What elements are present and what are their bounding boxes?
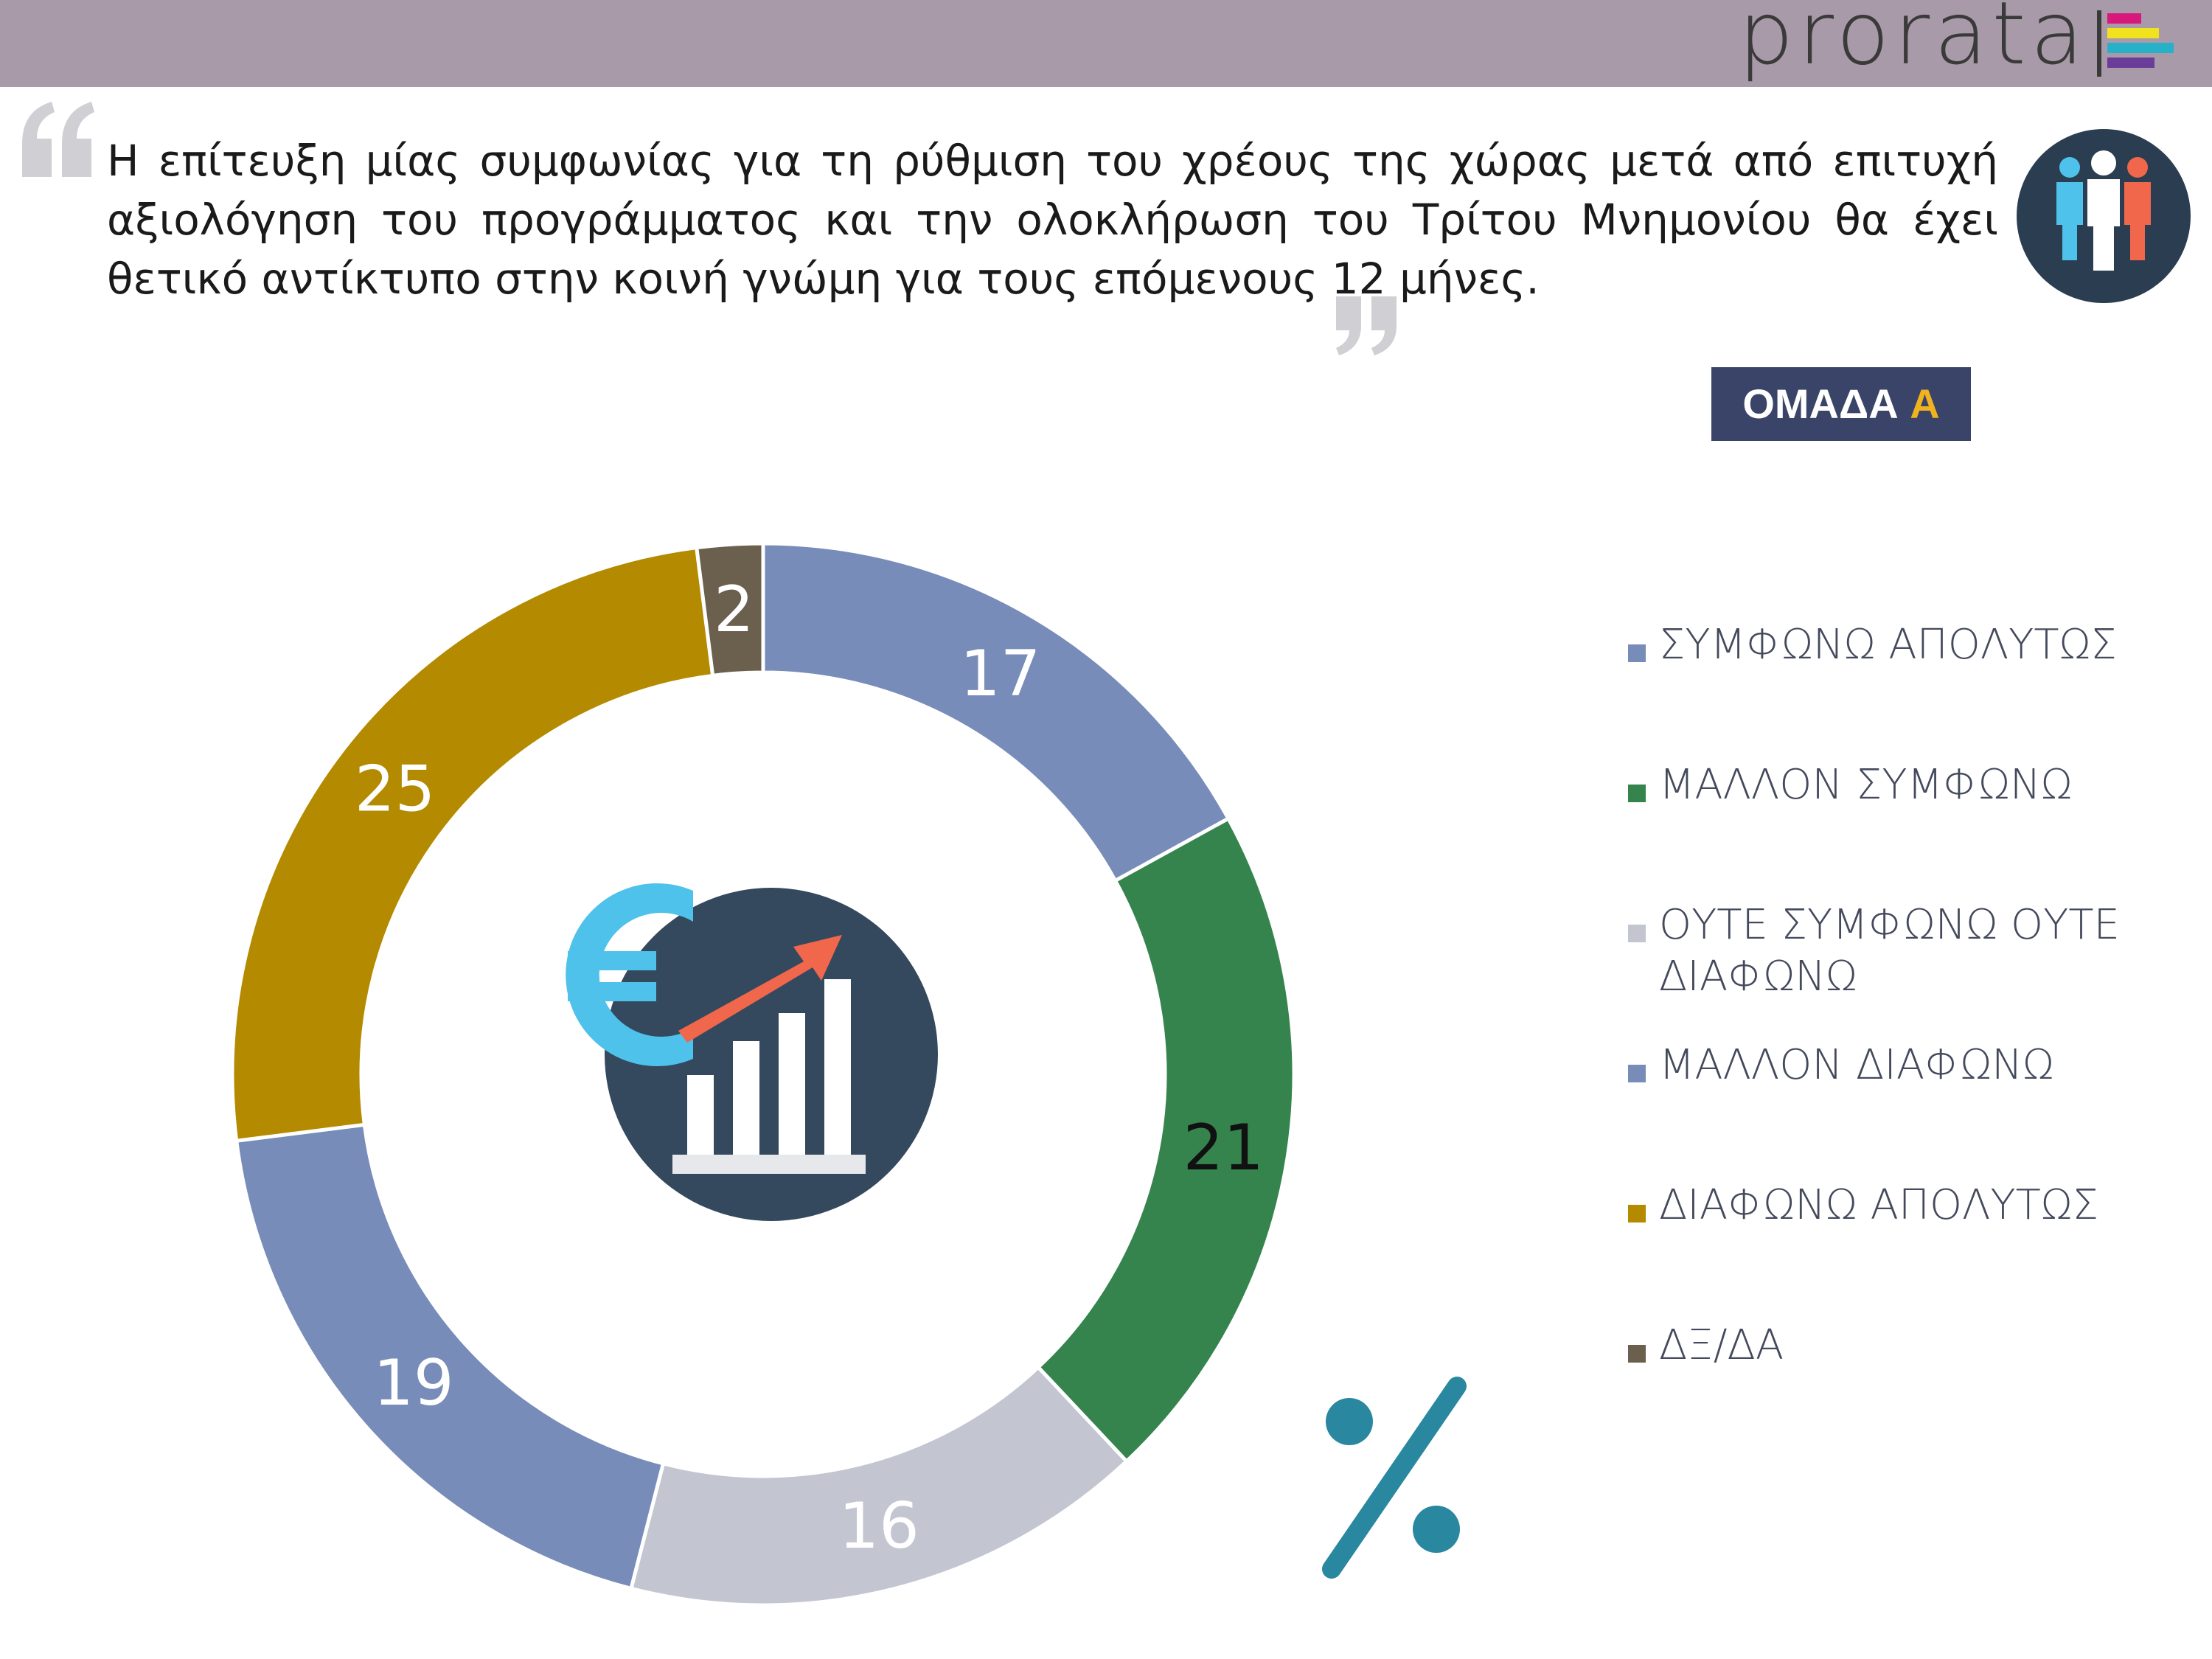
donut-data-label-5: 25: [355, 753, 435, 827]
legend-label: ΜΑΛΛΟΝ ΔΙΑΦΩΝΩ: [1659, 1041, 2054, 1089]
donut-slice-6: [694, 541, 765, 678]
donut-data-label-6: 2: [714, 573, 754, 647]
donut-slice-2: [1035, 815, 1296, 1464]
legend-swatch: [1628, 925, 1646, 942]
donut-data-label-1: 17: [960, 637, 1040, 711]
group-badge: ΟΜΑΔΑ A: [1711, 367, 1971, 441]
euro-growth-chart-icon: [566, 883, 938, 1221]
group-badge-label: ΟΜΑΔΑ: [1742, 380, 1899, 427]
quote-open-icon: [22, 102, 94, 177]
people-group-icon: [2017, 129, 2191, 303]
legend-label: ΔΙΑΦΩΝΩ ΑΠΟΛΥΤΩΣ: [1659, 1181, 2098, 1229]
brand-logo-icon: [2097, 10, 2174, 77]
donut-data-label-4: 19: [373, 1346, 453, 1420]
legend-swatch: [1628, 644, 1646, 662]
legend-label: ΣΥΜΦΩΝΩ ΑΠΟΛΥΤΩΣ: [1659, 621, 2117, 669]
header-bar: prorata: [0, 0, 2212, 87]
brand-logo-text: prorata: [1738, 0, 2088, 84]
legend-swatch: [1628, 1345, 1646, 1363]
donut-data-label-2: 21: [1183, 1111, 1264, 1185]
legend-label: ΜΑΛΛΟΝ ΣΥΜΦΩΝΩ: [1659, 761, 2073, 809]
donut-slice-3: [628, 1364, 1130, 1607]
legend-label: ΔΞ/ΔΑ: [1659, 1321, 1784, 1369]
legend-swatch: [1628, 1065, 1646, 1082]
legend-swatch: [1628, 785, 1646, 802]
quote-close-icon: [1336, 296, 1397, 355]
legend-swatch: [1628, 1205, 1646, 1222]
legend-label: ΟΥΤΕ ΣΥΜΦΩΝΩ ΟΥΤΕ ΔΙΑΦΩΝΩ: [1659, 901, 2120, 1001]
donut-slice-4: [234, 1122, 666, 1591]
donut-slice-1: [761, 541, 1231, 883]
donut-data-label-3: 16: [838, 1489, 919, 1563]
percent-icon: [1322, 1377, 1467, 1579]
question-text: Η επίτευξη μίας συμφωνίας για τη ρύθμιση…: [107, 136, 1998, 304]
group-badge-letter: A: [1910, 380, 1940, 427]
donut-slice-5: [230, 545, 715, 1144]
